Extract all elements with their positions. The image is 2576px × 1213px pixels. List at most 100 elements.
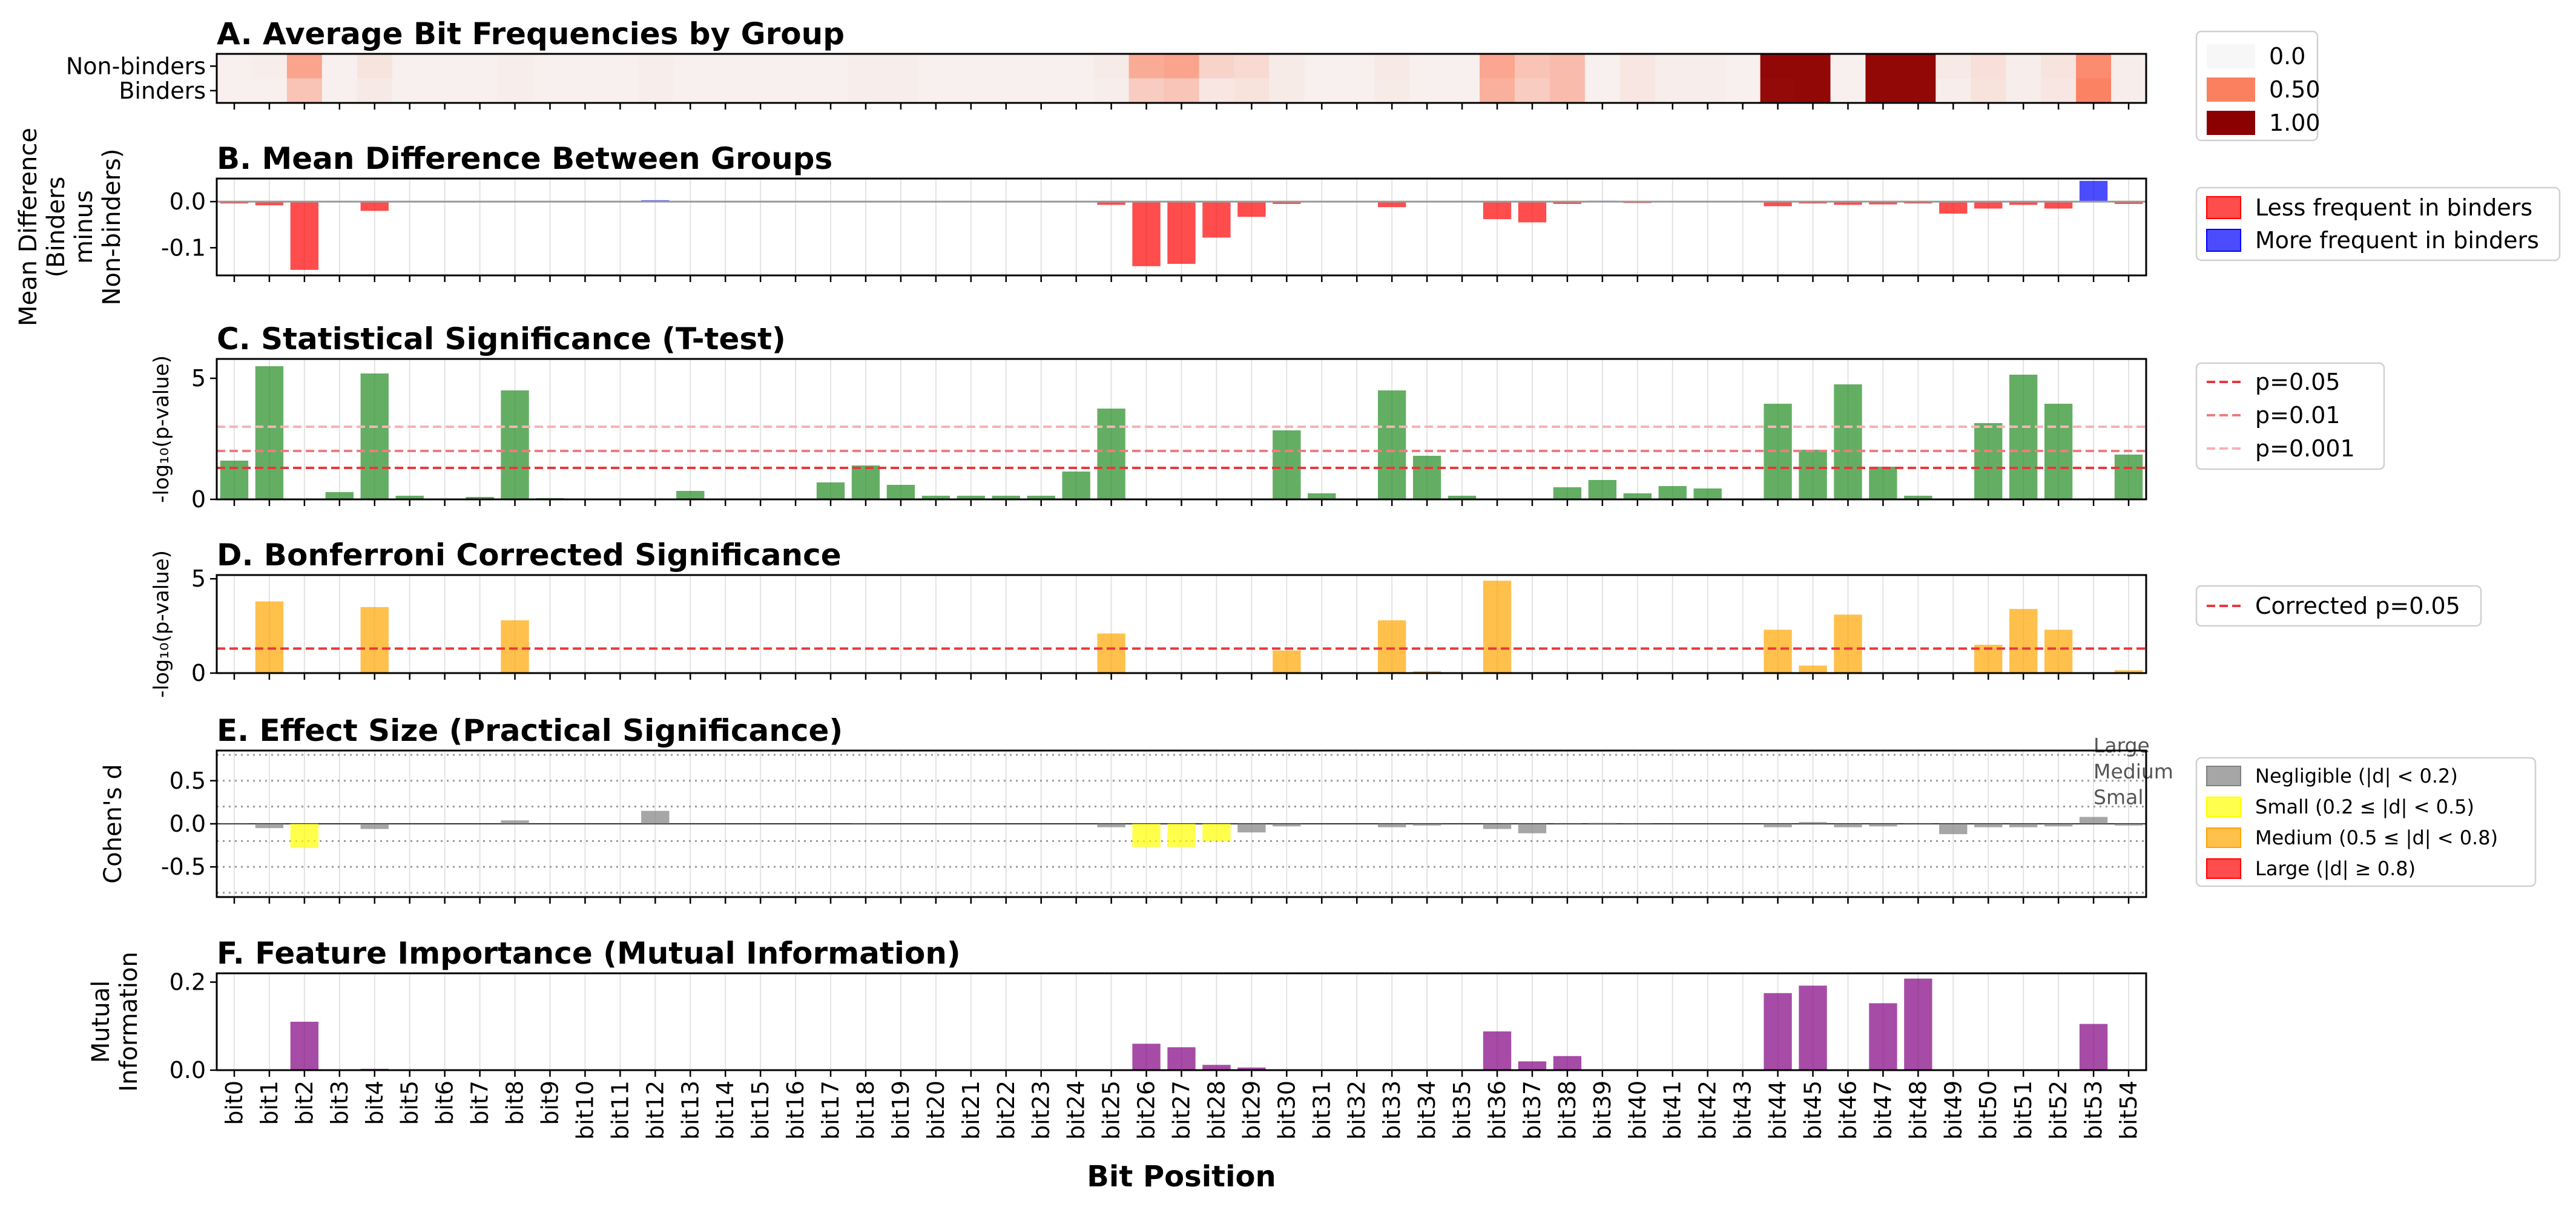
bar-mutual-information [1799, 985, 1827, 1070]
y-tick-label: 0.0 [170, 188, 206, 215]
bar-bonferroni [2009, 609, 2038, 673]
heatmap-cell [1023, 78, 1059, 104]
heatmap-cell [532, 78, 568, 104]
panel-title: C. Statistical Significance (T-test) [217, 321, 786, 357]
bar-mutual-information [1869, 1003, 1897, 1070]
bar-cohens-d [1202, 824, 1231, 841]
x-tick-label: bit24 [1063, 1080, 1090, 1140]
heatmap-cell [1164, 54, 1200, 79]
bar-cohens-d [1588, 823, 1617, 824]
legend-swatch [2206, 766, 2241, 786]
heatmap-cell [1199, 54, 1235, 79]
heatmap-cell [1690, 54, 1726, 79]
heatmap-cell [602, 54, 638, 79]
bar-t-test [1412, 456, 1441, 499]
y-axis-label: Cohen's d [99, 764, 127, 884]
bar-mean-difference [1273, 202, 1301, 204]
y-axis-label: -log₁₀(p-value) [150, 355, 174, 503]
bar-t-test [957, 496, 986, 499]
heatmap-cell [1655, 54, 1691, 79]
heatmap-cell [497, 54, 533, 79]
bar-t-test [1974, 423, 2003, 499]
x-tick-label: bit49 [1940, 1080, 1966, 1140]
heatmap-cell [1374, 54, 1410, 79]
bar-t-test [1799, 450, 1827, 499]
bar-cohens-d [641, 810, 670, 824]
x-tick-label: bit11 [607, 1080, 633, 1140]
heatmap-cell [918, 54, 954, 79]
bar-cohens-d [1167, 824, 1196, 847]
bar-t-test [992, 496, 1020, 499]
bar-mean-difference [1237, 202, 1266, 217]
heatmap-cell [988, 78, 1024, 104]
bar-mutual-information [1167, 1047, 1196, 1070]
legend-swatch [2206, 196, 2241, 219]
bar-t-test [1588, 480, 1617, 499]
heatmap-cell [286, 54, 323, 79]
x-tick-label: bit18 [852, 1080, 879, 1140]
colorbar-tick-label: 0.0 [2269, 43, 2305, 70]
bar-cohens-d [1273, 824, 1301, 827]
bar-cohens-d [290, 824, 319, 848]
x-axis-label: Bit Position [1087, 1160, 1276, 1194]
bar-mean-difference [1834, 202, 1862, 205]
heatmap-cell [286, 78, 323, 104]
x-tick-label: bit13 [677, 1080, 703, 1140]
x-tick-label: bit20 [923, 1080, 949, 1140]
bar-mean-difference [2009, 202, 2038, 205]
bar-t-test [676, 491, 705, 499]
heatmap-cell [953, 54, 989, 79]
bar-mutual-information [1483, 1031, 1512, 1070]
colorbar-swatch [2207, 111, 2255, 135]
x-tick-label: bit14 [712, 1080, 739, 1140]
bar-mean-difference [1518, 202, 1547, 223]
x-tick-label: bit5 [397, 1080, 423, 1125]
bar-t-test [2009, 375, 2038, 499]
reference-line-label: Medium [2093, 760, 2173, 783]
x-tick-label: bit8 [502, 1080, 529, 1125]
legend-label: Small (0.2 ≤ |d| < 0.5) [2255, 795, 2474, 818]
bar-t-test [1693, 488, 1722, 499]
heatmap-cell [1409, 54, 1445, 79]
bar-t-test [1308, 493, 1336, 499]
bar-cohens-d [2009, 824, 2038, 827]
heatmap-cell [1865, 54, 1901, 79]
heatmap-cell [1795, 78, 1831, 104]
bar-cohens-d [2044, 824, 2073, 827]
legend-label: Less frequent in binders [2255, 194, 2532, 221]
heatmap-cell [1865, 78, 1901, 104]
bar-t-test [325, 492, 354, 499]
bar-mean-difference [1799, 202, 1827, 204]
heatmap-cell [1409, 78, 1445, 104]
heatmap-cell [953, 78, 989, 104]
bar-t-test [1377, 390, 1406, 499]
heatmap-row-label: Non-binders [66, 53, 206, 79]
bar-bonferroni [501, 620, 529, 673]
bar-t-test [1027, 496, 1055, 499]
bar-bonferroni [1764, 630, 1792, 673]
x-tick-label: bit42 [1695, 1080, 1721, 1140]
heatmap-cell [1199, 78, 1235, 104]
x-tick-label: bit29 [1238, 1080, 1265, 1140]
heatmap-cell [1760, 78, 1796, 104]
x-tick-label: bit38 [1554, 1080, 1581, 1140]
bar-mean-difference [1483, 202, 1512, 220]
heatmap-cell [2041, 54, 2077, 79]
x-tick-label: bit3 [326, 1080, 353, 1125]
x-tick-label: bit31 [1308, 1080, 1335, 1140]
heatmap-cell [1690, 78, 1726, 104]
bar-cohens-d [1412, 824, 1441, 826]
y-axis-label: Non-binders) [98, 149, 126, 306]
legend-box [2195, 757, 2537, 887]
colorbar-swatch [2207, 77, 2255, 102]
heatmap-cell [883, 78, 919, 104]
legend-label: p=0.01 [2255, 402, 2340, 429]
bar-mean-difference [2044, 202, 2073, 209]
bar-bonferroni [255, 601, 284, 673]
heatmap-cell [1584, 54, 1621, 79]
x-tick-label: bit41 [1659, 1080, 1686, 1140]
bar-cohens-d [2079, 817, 2108, 824]
legend-box [2195, 362, 2385, 470]
heatmap-cell [1900, 54, 1936, 79]
